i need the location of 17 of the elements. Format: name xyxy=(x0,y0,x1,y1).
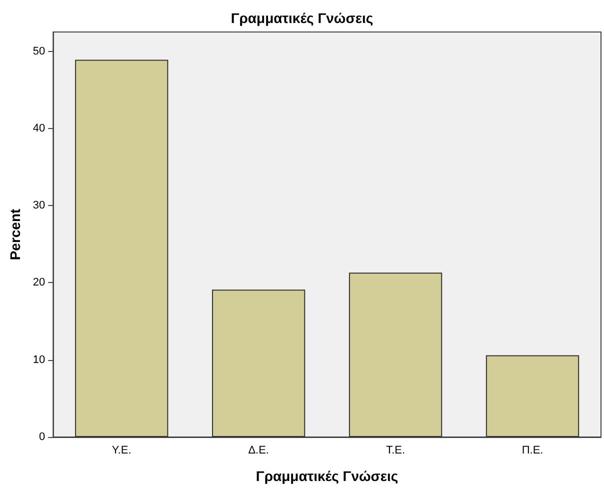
bar xyxy=(212,290,306,437)
x-tick-label: Δ.Ε. xyxy=(248,444,269,456)
y-tick-label: 0 xyxy=(39,431,46,443)
x-tick-label: Π.Ε. xyxy=(522,444,544,456)
x-axis-title: Γραμματικές Γνώσεις xyxy=(256,468,398,484)
bar xyxy=(348,272,442,437)
bar xyxy=(486,355,580,437)
chart-title: Γραμματικές Γνώσεις xyxy=(230,10,374,26)
y-tick-label: 20 xyxy=(32,276,46,289)
x-tick-label: Υ.Ε. xyxy=(112,444,132,456)
x-tick-label: Τ.Ε. xyxy=(386,444,406,456)
y-tick-label: 30 xyxy=(32,200,46,212)
y-tick-label: 10 xyxy=(32,354,46,366)
y-tick-label: 40 xyxy=(32,122,46,134)
y-tick-label: 50 xyxy=(32,45,46,58)
bar xyxy=(75,60,168,437)
y-axis-title: Percent xyxy=(7,208,23,260)
